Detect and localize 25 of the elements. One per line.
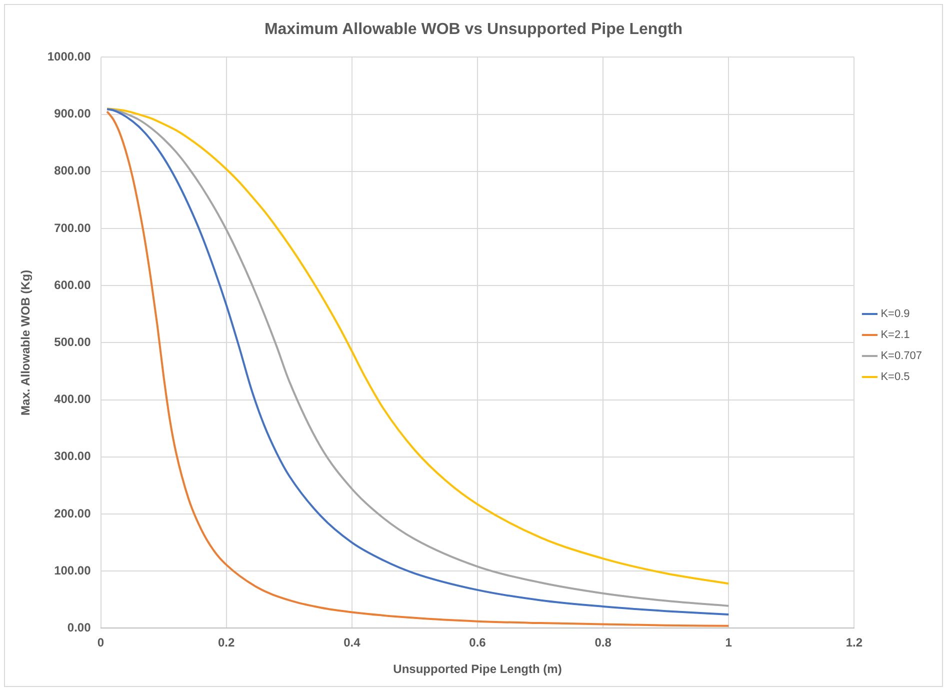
y-tick-label: 800.00 bbox=[54, 164, 92, 178]
chart-title: Maximum Allowable WOB vs Unsupported Pipe Length bbox=[264, 21, 683, 38]
y-tick-label: 700.00 bbox=[54, 220, 92, 235]
y-tick-label: 300.00 bbox=[54, 449, 92, 464]
y-tick-label: 1000.00 bbox=[47, 50, 92, 64]
y-tick-label: 500.00 bbox=[54, 335, 92, 350]
y-tick-label: 200.00 bbox=[54, 506, 92, 520]
x-tick-label: 0.6 bbox=[469, 636, 486, 650]
x-tick-label: 0.8 bbox=[594, 636, 612, 650]
y-tick-label: 100.00 bbox=[54, 563, 92, 578]
x-tick-label: 0.4 bbox=[344, 636, 361, 650]
legend-label: K=0.707 bbox=[880, 350, 922, 362]
y-tick-label: 400.00 bbox=[54, 392, 92, 406]
y-axis-title: Max. Allowable WOB (Kg) bbox=[18, 270, 33, 416]
x-tick-label: 1.2 bbox=[846, 636, 863, 650]
x-tick-label: 1 bbox=[725, 636, 732, 650]
y-tick-label: 0.00 bbox=[67, 620, 92, 635]
legend-label: K=0.5 bbox=[880, 371, 910, 384]
x-tick-label: 0.2 bbox=[218, 636, 236, 650]
y-tick-label: 900.00 bbox=[54, 106, 92, 121]
legend-label: K=2.1 bbox=[880, 329, 910, 342]
y-tick-label: 600.00 bbox=[54, 278, 92, 292]
legend-label: K=0.9 bbox=[880, 308, 910, 320]
x-axis-title: Unsupported Pipe Length (m) bbox=[393, 662, 562, 676]
x-tick-label: 0 bbox=[97, 636, 104, 650]
